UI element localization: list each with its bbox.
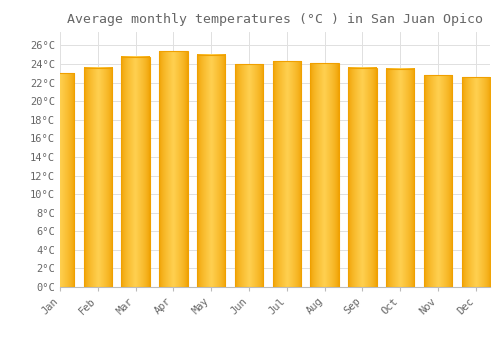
Bar (272, 61, 301, 287)
Bar (235, 64, 263, 287)
Bar (310, 63, 339, 287)
Bar (462, 77, 490, 287)
Bar (424, 75, 452, 287)
Bar (386, 69, 414, 287)
Bar (348, 68, 376, 287)
Bar (197, 55, 226, 287)
Bar (84, 68, 112, 287)
Title: Average monthly temperatures (°C ) in San Juan Opico: Average monthly temperatures (°C ) in Sa… (67, 13, 483, 26)
Bar (122, 57, 150, 287)
Bar (46, 73, 74, 287)
Bar (159, 51, 188, 287)
